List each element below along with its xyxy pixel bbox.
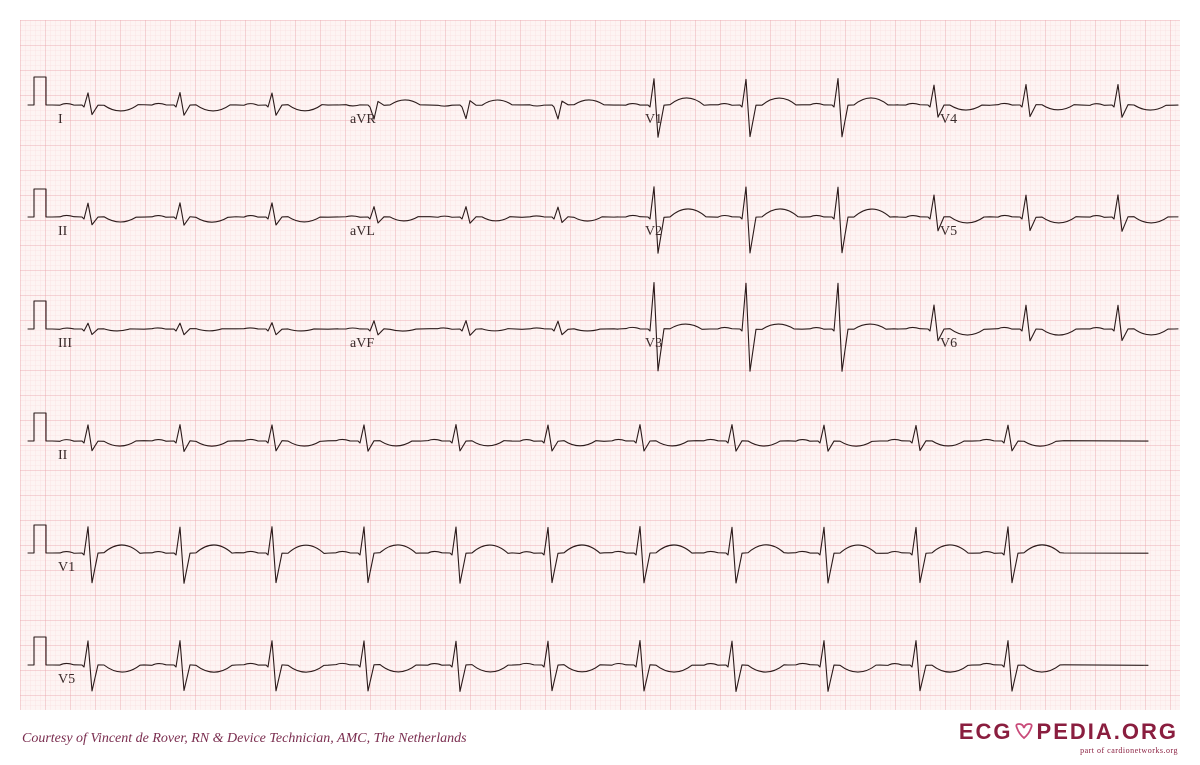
lead-label-V2: V2 [645, 224, 662, 239]
lead-label-aVR: aVR [350, 112, 376, 127]
lead-label-II: II [58, 448, 68, 463]
lead-label-V1: V1 [58, 560, 75, 575]
lead-label-V5: V5 [940, 224, 957, 239]
ecg-strip: IaVR V1 V4 II aVL V2 V5 III aVF V3 V6 II V1 V5 [20, 20, 1180, 710]
ecg-svg: IaVR V1 V4 II aVL V2 V5 III aVF V3 V6 II V1 V5 [20, 20, 1180, 710]
heart-icon [1013, 720, 1037, 746]
lead-label-V5: V5 [58, 672, 75, 687]
logo-suffix: PEDIA.ORG [1037, 719, 1178, 744]
lead-label-V1: V1 [645, 112, 662, 127]
lead-label-V4: V4 [940, 112, 957, 127]
site-logo: ECG PEDIA.ORG part of cardionetworks.org [959, 719, 1178, 755]
lead-label-aVF: aVF [350, 336, 374, 351]
lead-label-V3: V3 [645, 336, 662, 351]
logo-tagline: part of cardionetworks.org [959, 746, 1178, 755]
lead-label-aVL: aVL [350, 224, 375, 239]
lead-label-II: II [58, 224, 68, 239]
lead-label-I: I [58, 112, 63, 127]
lead-label-III: III [58, 336, 72, 351]
lead-label-V6: V6 [940, 336, 957, 351]
logo-prefix: ECG [959, 719, 1013, 744]
attribution-text: Courtesy of Vincent de Rover, RN & Devic… [22, 731, 467, 747]
